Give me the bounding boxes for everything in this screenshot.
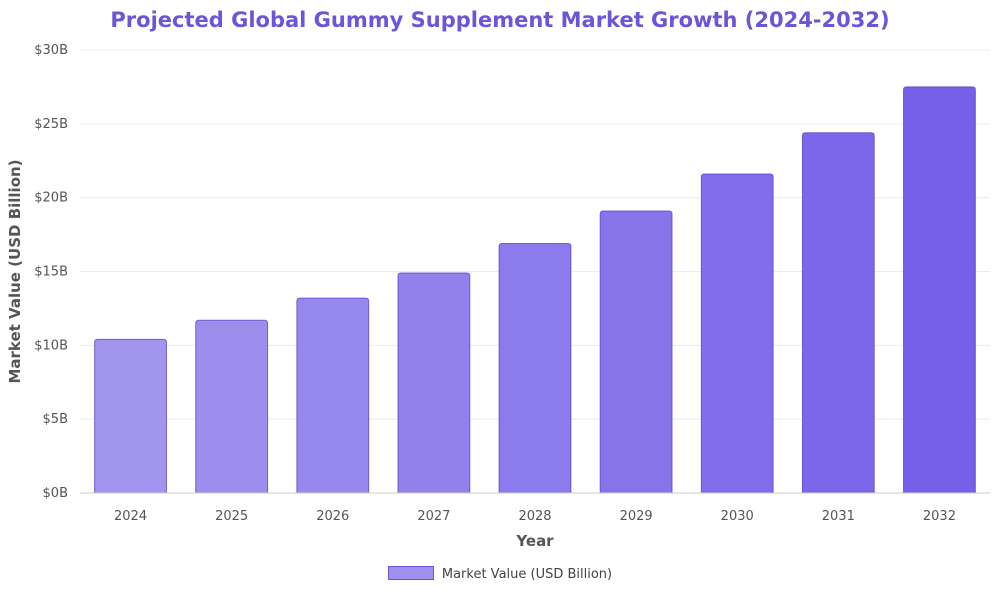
bar-2027[interactable] [397, 272, 471, 494]
y-axis-title: Market Value (USD Billion) [6, 159, 24, 383]
y-tick-label: $0B [43, 486, 68, 501]
x-tick-label: 2027 [417, 509, 450, 524]
y-tick-label: $10B [34, 338, 68, 353]
x-tick-label: 2028 [518, 509, 551, 524]
bar-2029[interactable] [599, 210, 673, 494]
chart-title: Projected Global Gummy Supplement Market… [110, 8, 890, 32]
y-tick-label: $30B [34, 43, 68, 58]
x-tick-label: 2025 [215, 509, 248, 524]
bar-2028[interactable] [498, 242, 572, 494]
y-axis-ticks: $0B $5B $10B $15B $20B $25B $30B [34, 43, 68, 501]
x-axis-ticks: 2024 2025 2026 2027 2028 2029 2030 2031 2032 [114, 509, 956, 524]
y-tick-label: $15B [34, 265, 68, 280]
bar-2025[interactable] [195, 319, 269, 494]
x-tick-label: 2024 [114, 509, 147, 524]
bars [94, 86, 976, 494]
x-tick-label: 2026 [316, 509, 349, 524]
legend[interactable]: Market Value (USD Billion) [0, 566, 1000, 582]
x-tick-label: 2031 [822, 509, 855, 524]
y-tick-label: $25B [34, 117, 68, 132]
legend-label: Market Value (USD Billion) [441, 567, 613, 582]
y-tick-label: $5B [43, 412, 68, 427]
bar-2024[interactable] [94, 338, 167, 494]
bar-2026[interactable] [296, 297, 370, 494]
bar-2031[interactable] [801, 132, 875, 494]
bar-2030[interactable] [700, 173, 774, 494]
x-tick-label: 2032 [923, 509, 956, 524]
legend-swatch [387, 566, 434, 580]
x-tick-label: 2030 [721, 509, 754, 524]
bar-2032[interactable] [903, 86, 976, 494]
y-tick-label: $20B [34, 191, 68, 206]
x-axis-title: Year [515, 532, 554, 550]
x-tick-label: 2029 [620, 509, 653, 524]
